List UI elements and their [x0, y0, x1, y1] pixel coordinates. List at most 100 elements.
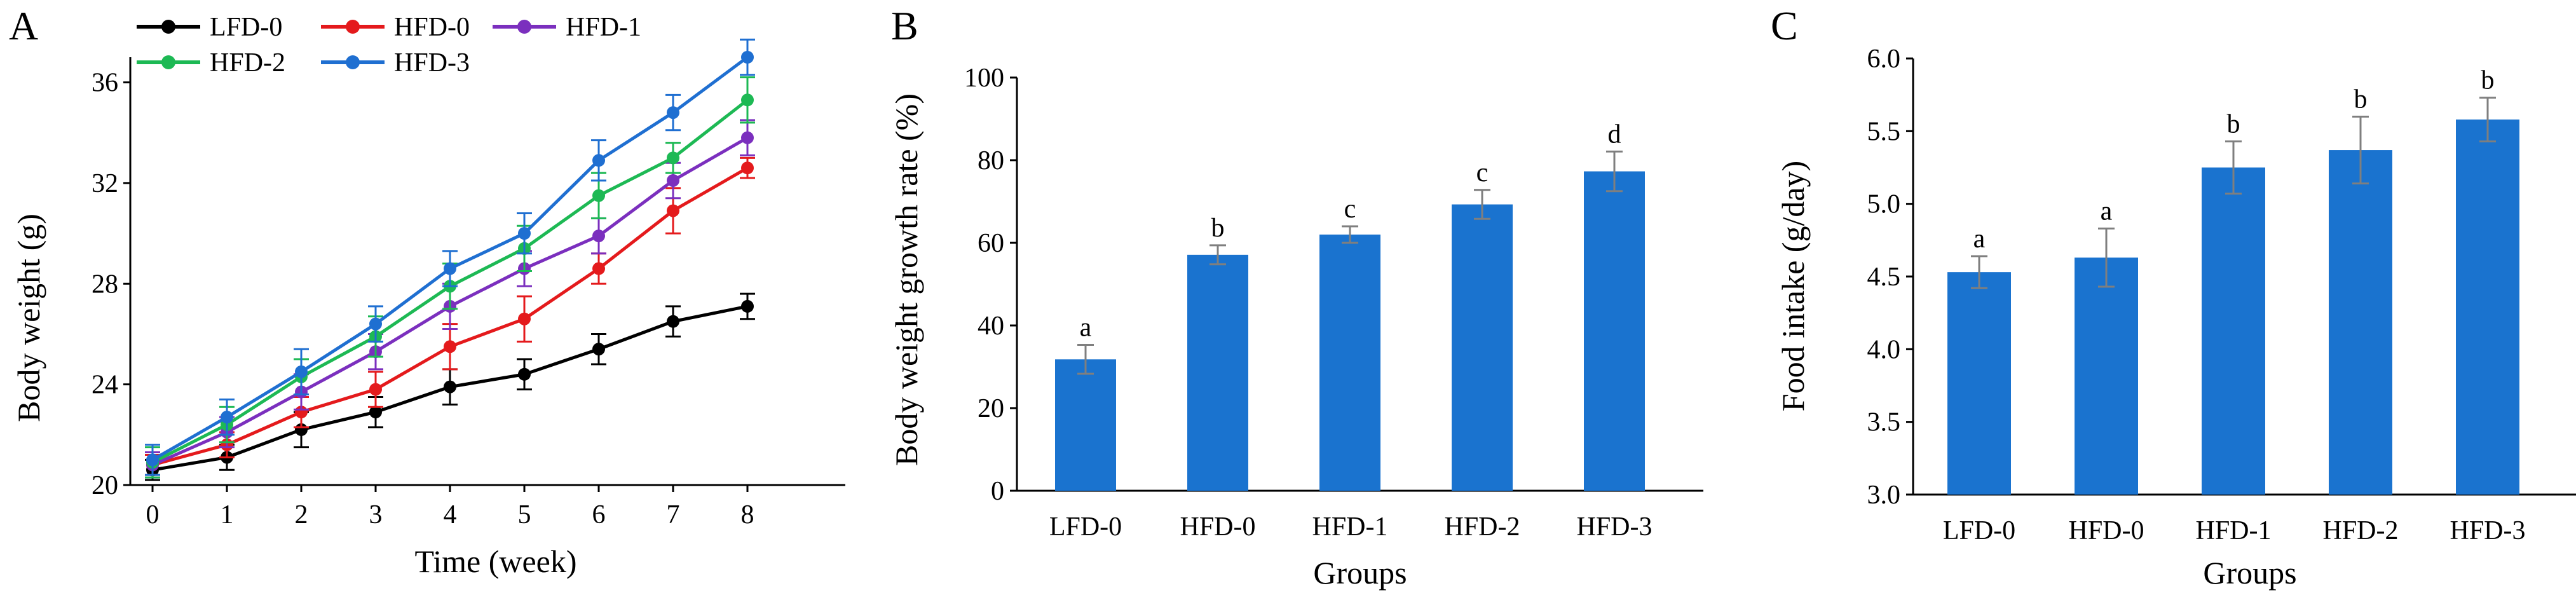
category-label-hfd-1: HFD-1	[2195, 516, 2271, 545]
category-label-hfd-3: HFD-3	[1576, 512, 1652, 542]
panel-b: B Body weight growth rate (%) Groups 0 20…	[889, 3, 1703, 591]
panel-a-x-tick-label: 4	[444, 500, 457, 530]
bar-hfd-3	[2456, 120, 2519, 495]
bar-hfd-1	[2202, 167, 2265, 495]
significance-letter-hfd-3: b	[2481, 66, 2495, 95]
panel-a-x-tick-label: 0	[146, 500, 160, 530]
category-label-lfd-0: LFD-0	[1049, 512, 1122, 542]
bar-hfd-1	[1319, 235, 1380, 491]
panel-b-y-tick-label: 60	[978, 229, 1004, 258]
panel-b-y-tick-label: 20	[978, 394, 1004, 423]
panel-c: C Food intake (g/day) Groups 3.0 3.5 4.0 4.…	[1771, 3, 2576, 591]
data-point-hfd-3	[741, 51, 754, 64]
category-label-hfd-0: HFD-0	[2068, 516, 2144, 545]
panel-c-x-axis-title: Groups	[2203, 555, 2296, 591]
panel-c-y-tick-label: 3.0	[1867, 481, 1901, 510]
category-label-hfd-2: HFD-2	[1444, 512, 1520, 542]
panel-b-y-axis-title: Body weight growth rate (%)	[889, 93, 924, 466]
significance-letter-lfd-0: a	[1080, 313, 1092, 343]
significance-letter-lfd-0: a	[1973, 224, 1986, 254]
data-point-hfd-1	[592, 229, 605, 243]
data-point-hfd-2	[741, 93, 754, 107]
category-label-hfd-1: HFD-1	[1312, 512, 1387, 542]
bar-hfd-2	[1452, 204, 1513, 491]
significance-letter-hfd-2: b	[2354, 85, 2368, 114]
panel-a-x-tick-label: 1	[221, 500, 234, 530]
legend-label-lfd-0: LFD-0	[210, 13, 282, 42]
significance-letter-hfd-0: a	[2101, 197, 2113, 226]
data-point-hfd-3	[369, 317, 382, 331]
bar-lfd-0	[1947, 272, 2011, 495]
data-point-hfd-0	[741, 161, 754, 175]
legend-entry-hfd-2: HFD-2	[137, 48, 285, 78]
panel-a-letter: A	[9, 3, 38, 48]
legend-entry-hfd-3: HFD-3	[321, 48, 470, 78]
data-point-hfd-3	[518, 227, 531, 240]
panel-a: A Body weight (g) Time (week) 2024283236…	[9, 3, 845, 579]
panel-b-y-tick-label: 0	[991, 477, 1004, 506]
panel-b-y-tick-label: 80	[978, 146, 1004, 175]
data-point-hfd-3	[667, 106, 679, 120]
data-point-hfd-3	[295, 365, 308, 378]
panel-a-y-tick-label: 20	[92, 471, 118, 500]
data-point-hfd-3	[444, 262, 456, 275]
panel-a-x-axis-title: Time (week)	[414, 544, 576, 579]
panel-a-x-tick-label: 6	[592, 500, 606, 530]
panel-a-x-tick-label: 7	[667, 500, 680, 530]
panel-a-x-tick-label: 5	[518, 500, 531, 530]
data-point-lfd-0	[444, 380, 456, 393]
series-hfd-3	[145, 38, 755, 476]
data-point-lfd-0	[369, 406, 382, 419]
significance-letter-hfd-1: c	[1344, 195, 1356, 224]
panel-b-letter: B	[891, 3, 918, 48]
panel-c-y-tick-label: 4.0	[1867, 335, 1901, 364]
legend-label-hfd-2: HFD-2	[210, 48, 285, 78]
legend-label-hfd-3: HFD-3	[394, 48, 470, 78]
panel-a-y-tick-label: 28	[92, 270, 118, 299]
data-point-hfd-1	[741, 131, 754, 144]
panel-c-letter: C	[1771, 3, 1798, 48]
panel-a-x-tick-label: 8	[741, 500, 754, 530]
legend-entry-hfd-0: HFD-0	[321, 13, 470, 42]
legend-marker-hfd-2	[161, 55, 175, 69]
data-point-hfd-2	[592, 189, 605, 202]
panel-a-y-tick-label: 24	[92, 371, 118, 400]
legend-entry-lfd-0: LFD-0	[137, 13, 282, 42]
data-point-lfd-0	[592, 343, 605, 356]
panel-c-y-tick-label: 5.5	[1867, 117, 1901, 146]
data-point-lfd-0	[667, 315, 679, 328]
legend-marker-hfd-0	[346, 20, 360, 34]
data-point-hfd-3	[592, 154, 605, 167]
panel-b-y-tick-label: 100	[964, 64, 1004, 93]
data-point-hfd-0	[518, 312, 531, 325]
panel-a-x-tick-label: 3	[369, 500, 383, 530]
data-point-hfd-0	[444, 340, 456, 353]
data-point-hfd-0	[369, 383, 382, 396]
significance-letter-hfd-0: b	[1211, 214, 1225, 243]
data-point-hfd-1	[667, 174, 679, 187]
legend-marker-hfd-1	[517, 20, 531, 34]
data-point-lfd-0	[518, 367, 531, 381]
panel-c-y-axis-title: Food intake (g/day)	[1775, 161, 1811, 411]
category-label-hfd-0: HFD-0	[1180, 512, 1255, 542]
bar-hfd-0	[1187, 254, 1248, 491]
bar-lfd-0	[1055, 359, 1116, 491]
significance-letter-hfd-1: b	[2227, 109, 2240, 139]
panel-c-y-tick-label: 3.5	[1867, 408, 1901, 437]
category-label-hfd-2: HFD-2	[2322, 516, 2398, 545]
panel-c-y-tick-label: 5.0	[1867, 190, 1901, 219]
bar-hfd-2	[2329, 150, 2392, 495]
legend-label-hfd-0: HFD-0	[394, 13, 470, 42]
panel-a-y-tick-label: 36	[92, 69, 118, 98]
legend-marker-hfd-3	[346, 55, 360, 69]
legend-entry-hfd-1: HFD-1	[493, 13, 641, 42]
panel-c-y-tick-label: 4.5	[1867, 263, 1901, 292]
bar-hfd-3	[1584, 171, 1645, 491]
panel-a-y-axis-title: Body weight (g)	[11, 214, 46, 422]
panel-a-y-tick-label: 32	[92, 169, 118, 198]
significance-letter-hfd-2: c	[1476, 158, 1489, 188]
panel-c-y-tick-label: 6.0	[1867, 44, 1901, 74]
legend-label-hfd-1: HFD-1	[566, 13, 641, 42]
category-label-lfd-0: LFD-0	[1943, 516, 2015, 545]
